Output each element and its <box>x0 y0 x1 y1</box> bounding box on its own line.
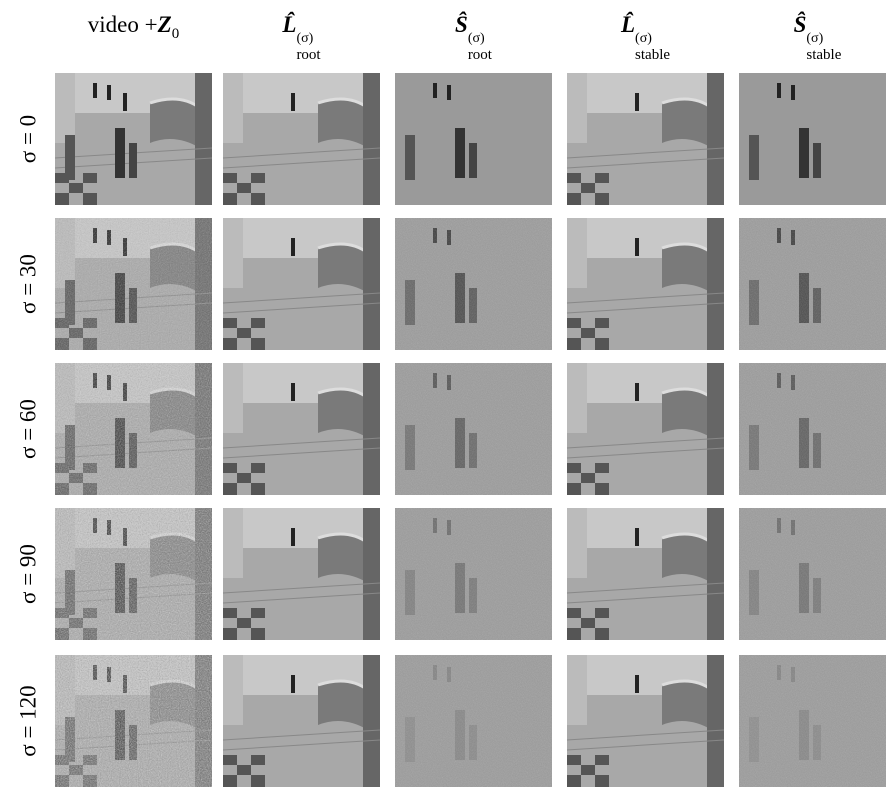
noise <box>55 655 212 787</box>
image-panel <box>223 363 380 495</box>
image-panel <box>739 218 886 350</box>
column-header: L̂(σ)stable <box>566 12 726 64</box>
row-label: σ = 120 <box>15 685 40 756</box>
image-panel <box>739 363 886 495</box>
scene <box>223 508 380 640</box>
image-panel <box>55 363 212 495</box>
row-label: σ = 0 <box>15 115 40 163</box>
header-sup: (σ) <box>296 30 320 47</box>
scene <box>223 363 380 495</box>
header-sup: (σ) <box>635 30 670 47</box>
noise <box>739 218 886 350</box>
header-sub: root <box>296 47 320 64</box>
column-header: video +Z0 <box>54 12 214 43</box>
image-panel <box>739 508 886 640</box>
image-panel <box>395 508 552 640</box>
row-label: σ = 60 <box>15 399 40 459</box>
header-symbol: Ŝ <box>794 12 807 37</box>
row-label: σ = 30 <box>15 254 40 314</box>
image-panel <box>395 218 552 350</box>
scene <box>567 73 724 205</box>
header-sub: root <box>468 47 492 64</box>
panels: σ = 0 σ = 30 σ = 60 σ = 90 σ = 120 <box>0 0 886 787</box>
panel-bg <box>739 73 886 205</box>
header-sub: stable <box>806 47 841 64</box>
noise <box>395 363 552 495</box>
scene <box>223 655 380 787</box>
image-panel <box>395 363 552 495</box>
image-panel <box>567 73 724 205</box>
image-panel <box>55 508 212 640</box>
header-symbol: Ŝ <box>455 12 468 37</box>
noise <box>55 508 212 640</box>
figure: σ = 0 σ = 30 σ = 60 σ = 90 σ = 120 video +Z0… <box>0 0 886 787</box>
image-panel <box>567 363 724 495</box>
scene <box>567 363 724 495</box>
image-panel <box>55 218 212 350</box>
noise <box>739 363 886 495</box>
noise <box>395 508 552 640</box>
noise <box>55 363 212 495</box>
scene <box>223 218 380 350</box>
header-symbol: Z <box>158 12 172 37</box>
image-panel <box>567 655 724 787</box>
image-panel <box>395 73 552 205</box>
image-panel <box>223 508 380 640</box>
noise <box>55 218 212 350</box>
scene <box>223 73 380 205</box>
noise <box>739 508 886 640</box>
header-sub: 0 <box>172 26 180 42</box>
scene <box>567 218 724 350</box>
header-sup: (σ) <box>468 30 492 47</box>
noise <box>395 218 552 350</box>
column-header: L̂(σ)root <box>222 12 382 64</box>
image-panel <box>55 73 212 205</box>
noise <box>739 655 886 787</box>
header-symbol: L̂ <box>621 12 635 37</box>
header-symbol: L̂ <box>282 12 296 37</box>
scene <box>55 73 212 205</box>
noise <box>395 655 552 787</box>
header-sub: stable <box>635 47 670 64</box>
image-panel <box>223 655 380 787</box>
image-panel <box>55 655 212 787</box>
image-panel <box>223 218 380 350</box>
image-panel <box>223 73 380 205</box>
panel-bg <box>395 73 552 205</box>
scene <box>567 655 724 787</box>
image-panel <box>567 508 724 640</box>
header-text: video + <box>88 12 158 37</box>
column-header: Ŝ(σ)root <box>394 12 554 64</box>
row-label: σ = 90 <box>15 544 40 604</box>
header-sup: (σ) <box>806 30 841 47</box>
scene <box>567 508 724 640</box>
image-panel <box>739 655 886 787</box>
image-panel <box>739 73 886 205</box>
image-panel <box>567 218 724 350</box>
column-header: Ŝ(σ)stable <box>738 12 886 64</box>
image-panel <box>395 655 552 787</box>
